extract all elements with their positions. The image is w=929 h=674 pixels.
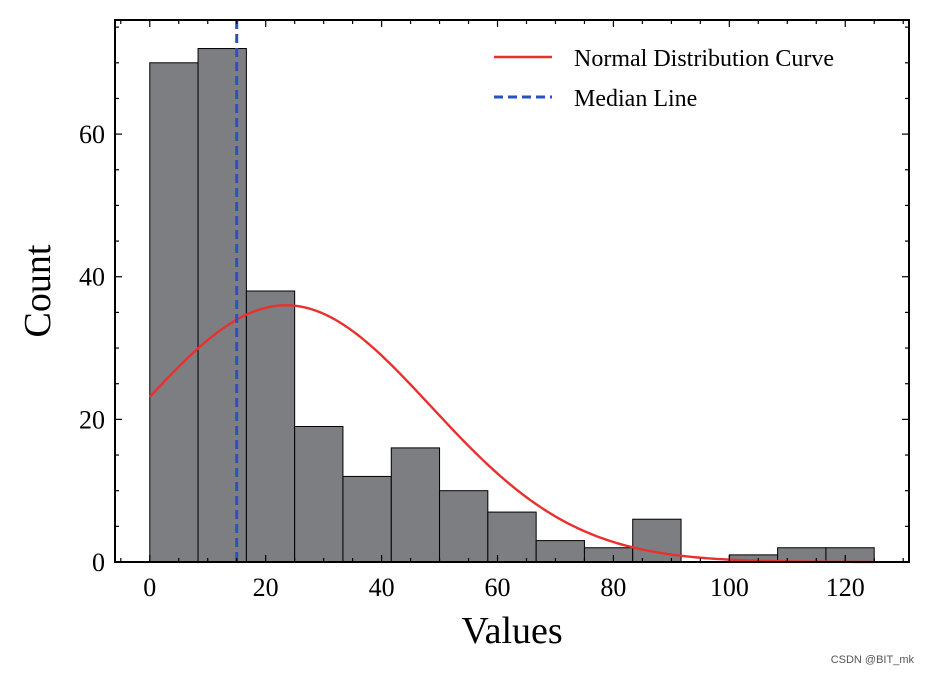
histogram-bar-4	[342, 475, 392, 563]
histogram-bar-13	[777, 547, 827, 563]
plot-frame	[114, 19, 910, 563]
x-tick-label: 0	[143, 573, 156, 602]
histogram-bar-6	[439, 490, 489, 563]
histogram-bar-2	[245, 290, 296, 563]
x-tick-label: 100	[710, 573, 749, 602]
y-tick-label: 40	[79, 263, 105, 292]
x-tick-label: 120	[826, 573, 865, 602]
histogram-bar-14	[825, 547, 875, 563]
x-tick-label: 60	[485, 573, 511, 602]
x-tick-label: 40	[369, 573, 395, 602]
histogram-bar-0	[149, 62, 199, 563]
y-axis-ticks: 0 20 40 60	[79, 26, 909, 577]
y-tick-label: 0	[92, 548, 105, 577]
histogram-bar-5	[390, 447, 441, 563]
legend: Normal Distribution Curve Median Line	[494, 46, 834, 112]
legend-curve-label: Normal Distribution Curve	[574, 46, 834, 72]
histogram-bar-3	[294, 426, 344, 563]
x-axis-ticks: 0 20 40 60 80 100 120	[120, 20, 904, 602]
y-tick-label: 60	[79, 120, 105, 149]
x-axis-label: Values	[461, 610, 562, 652]
y-axis-label: Count	[17, 244, 59, 337]
watermark: CSDN @BIT_mk	[831, 654, 915, 666]
histogram-bar-1	[197, 48, 247, 563]
legend-median-label: Median Line	[574, 86, 697, 112]
histogram-bars	[149, 48, 875, 563]
histogram-bar-9	[583, 547, 634, 563]
x-tick-label: 20	[253, 573, 279, 602]
y-tick-label: 20	[79, 405, 105, 434]
normal-distribution-curve	[148, 304, 875, 564]
histogram-bar-7	[487, 511, 537, 563]
x-tick-label: 80	[600, 573, 626, 602]
histogram-bar-8	[535, 540, 585, 563]
